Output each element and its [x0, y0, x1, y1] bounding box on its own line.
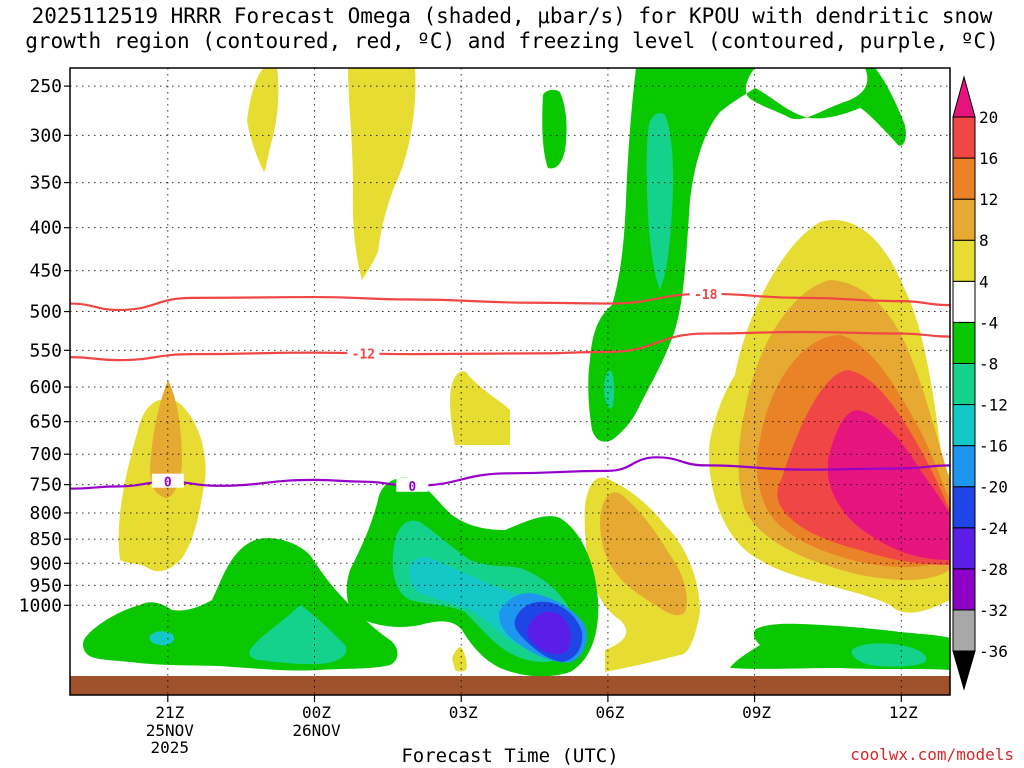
colorbar-bin	[952, 239, 976, 282]
colorbar-label: -16	[979, 437, 1008, 456]
y-axis: 250 300 350 400 450 500 550 600 650 700 750 800 850 9…	[19, 76, 70, 616]
omega-green-blob-small	[542, 89, 567, 169]
y-tick-label: 450	[29, 261, 62, 282]
colorbar-label: 12	[979, 190, 998, 209]
colorbar-min-triangle	[952, 650, 976, 691]
colorbar-label: -4	[979, 313, 998, 332]
colorbar-label: -36	[979, 642, 1008, 661]
x-tick-label: 12Z	[889, 703, 918, 722]
contour-label: 0	[164, 476, 172, 491]
y-tick-label: 700	[29, 444, 62, 465]
contour-label-bg	[347, 345, 380, 360]
colorbar-bin	[952, 321, 976, 364]
colorbar-label: 8	[979, 231, 989, 250]
y-tick-label: 750	[29, 475, 62, 496]
omega-magenta-region	[828, 410, 950, 560]
colorbar-bin	[952, 198, 976, 241]
contour-line-0	[69, 456, 951, 490]
contour-label: 0	[408, 480, 416, 495]
contour-label: -12	[352, 347, 375, 362]
colorbar-bin	[952, 568, 976, 611]
colorbar-bin	[952, 445, 976, 488]
omega-shading	[83, 68, 950, 677]
omega-teal-dot	[604, 370, 615, 409]
colorbar-bin	[952, 157, 976, 200]
y-tick-label: 250	[29, 76, 62, 97]
x-tick-label: 09Z	[742, 703, 771, 722]
colorbar-label: 20	[979, 108, 998, 127]
gridlines	[70, 68, 950, 695]
ground-terrain	[70, 676, 950, 695]
x-tick-label: 21Z	[155, 703, 184, 722]
omega-teal-region-lower-left	[249, 605, 347, 665]
y-tick-label: 350	[29, 173, 62, 194]
colorbar-max-triangle	[952, 75, 976, 118]
colorbar-label: -24	[979, 519, 1008, 538]
omega-yellow-patch-4	[450, 371, 510, 445]
y-tick-label: 900	[29, 553, 62, 574]
plot-frame	[69, 67, 951, 696]
y-tick-label: 800	[29, 503, 62, 524]
x-tick-sublabel: 26NOV	[292, 721, 341, 740]
colorbar-bin	[952, 404, 976, 447]
contour-lines: -18 -12 0 0	[69, 285, 951, 495]
omega-gold-patch-2	[600, 492, 687, 616]
contour-label: -18	[694, 288, 718, 303]
colorbar: -36 -32 -28 -24 -20 -16 -12 -8 -4 4 8 12 16 20	[952, 75, 1008, 691]
colorbar-label: -28	[979, 560, 1008, 579]
contour-label-bg	[689, 285, 722, 300]
colorbar-label: -8	[979, 354, 998, 373]
x-tick-label: 06Z	[595, 703, 624, 722]
omega-cyan-blob-left	[149, 631, 175, 646]
colorbar-label: -32	[979, 601, 1008, 620]
y-tick-label: 850	[29, 529, 62, 550]
contour-line--18	[69, 292, 951, 312]
colorbar-label: 16	[979, 149, 998, 168]
colorbar-bin	[952, 280, 976, 323]
colorbar-bin	[952, 362, 976, 406]
colorbar-bin	[952, 527, 976, 570]
colorbar-bin	[952, 486, 976, 529]
chart-title: 2025112519 HRRR Forecast Omega (shaded, …	[25, 4, 999, 53]
omega-teal-streak	[646, 113, 674, 290]
y-tick-label: 950	[29, 575, 62, 596]
colorbar-label: -20	[979, 478, 1008, 497]
watermark: coolwx.com/models	[850, 745, 1014, 764]
y-tick-label: 1000	[19, 595, 62, 616]
x-tick-sublabel: 25NOV	[146, 721, 195, 740]
y-tick-label: 600	[29, 377, 62, 398]
y-tick-label: 500	[29, 302, 62, 323]
x-axis-label: Forecast Time (UTC)	[401, 745, 619, 767]
omega-yellow-patch-2	[348, 68, 416, 280]
contour-label-bg	[396, 477, 429, 492]
omega-teal-region-lower-right	[851, 643, 927, 667]
omega-yellow-patch-1	[247, 68, 279, 172]
omega-gold-patch-1	[150, 380, 182, 499]
y-tick-label: 400	[29, 218, 62, 239]
x-tick-year: 2025	[151, 738, 190, 757]
x-tick-label: 03Z	[449, 703, 478, 722]
y-tick-label: 650	[29, 412, 62, 433]
colorbar-label: -12	[979, 396, 1008, 415]
colorbar-bin	[952, 116, 976, 159]
colorbar-bin	[952, 609, 976, 652]
colorbar-label: 4	[979, 272, 989, 291]
y-tick-label: 550	[29, 340, 62, 361]
omega-purple-core	[527, 611, 571, 655]
omega-yellow-patch-6	[452, 647, 467, 672]
contour-label-bg	[151, 473, 184, 488]
contour-line--12	[69, 330, 951, 362]
x-tick-label: 00Z	[302, 703, 331, 722]
y-tick-label: 300	[29, 125, 62, 146]
